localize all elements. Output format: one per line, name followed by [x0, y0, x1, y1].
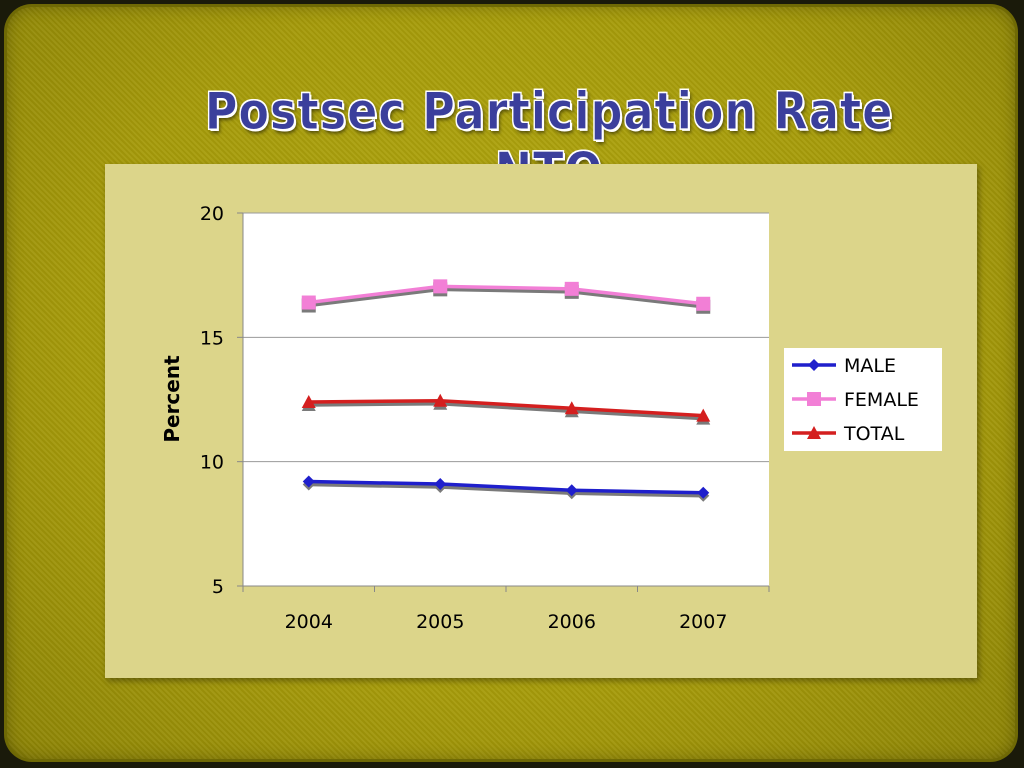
y-tick-label: 20	[200, 203, 224, 225]
legend-item-male: MALE	[792, 355, 896, 377]
point-male-2007	[697, 486, 710, 499]
series-male-shadow	[308, 482, 704, 498]
legend-label-female: FEMALE	[844, 389, 919, 411]
x-tick-label: 2006	[548, 611, 596, 633]
x-tick-label: 2004	[285, 611, 333, 633]
y-tick-label: 5	[212, 576, 224, 598]
y-tick-label: 10	[200, 452, 224, 474]
point-male-2006	[565, 484, 578, 497]
x-axis-ticks: 2004 2005 2006 2007	[242, 586, 770, 633]
point-total-2007	[696, 408, 711, 422]
point-female-2006	[564, 281, 579, 296]
series-male-line	[308, 479, 704, 495]
legend-label-male: MALE	[844, 355, 896, 377]
series-female-line	[308, 284, 704, 306]
legend-item-female: FEMALE	[792, 389, 919, 411]
point-total-2005	[433, 393, 448, 407]
y-axis-title: Percent	[160, 355, 184, 443]
series-male	[302, 475, 710, 502]
point-female-2005	[433, 279, 448, 294]
legend-marker-total	[807, 426, 821, 439]
legend-item-total: TOTAL	[792, 423, 905, 445]
legend-marker-male	[808, 359, 820, 371]
y-axis-ticks: 5 10 15 20	[200, 203, 243, 598]
point-total-2004	[301, 394, 316, 408]
y-tick-label: 15	[200, 327, 224, 349]
x-tick-label: 2005	[416, 611, 464, 633]
point-total-2006	[564, 401, 579, 415]
series-total-shadow	[308, 401, 704, 421]
series-female-shadow	[308, 287, 704, 309]
point-male-2004	[302, 475, 315, 488]
point-female-2004	[301, 295, 316, 310]
series-female	[301, 279, 711, 314]
legend: MALE FEMALE TOTAL	[784, 348, 942, 451]
legend-marker-female	[807, 392, 821, 406]
point-male-2005	[434, 478, 447, 491]
x-tick-label: 2007	[679, 611, 727, 633]
series-total-line	[308, 398, 704, 418]
legend-label-total: TOTAL	[843, 423, 905, 445]
gridlines	[243, 212, 769, 463]
series-group	[301, 279, 711, 502]
series-total	[301, 393, 711, 425]
point-female-2007	[696, 296, 711, 311]
plot-area	[243, 213, 769, 586]
slide-title: Postsec Participation Rate NTO	[204, 82, 894, 203]
